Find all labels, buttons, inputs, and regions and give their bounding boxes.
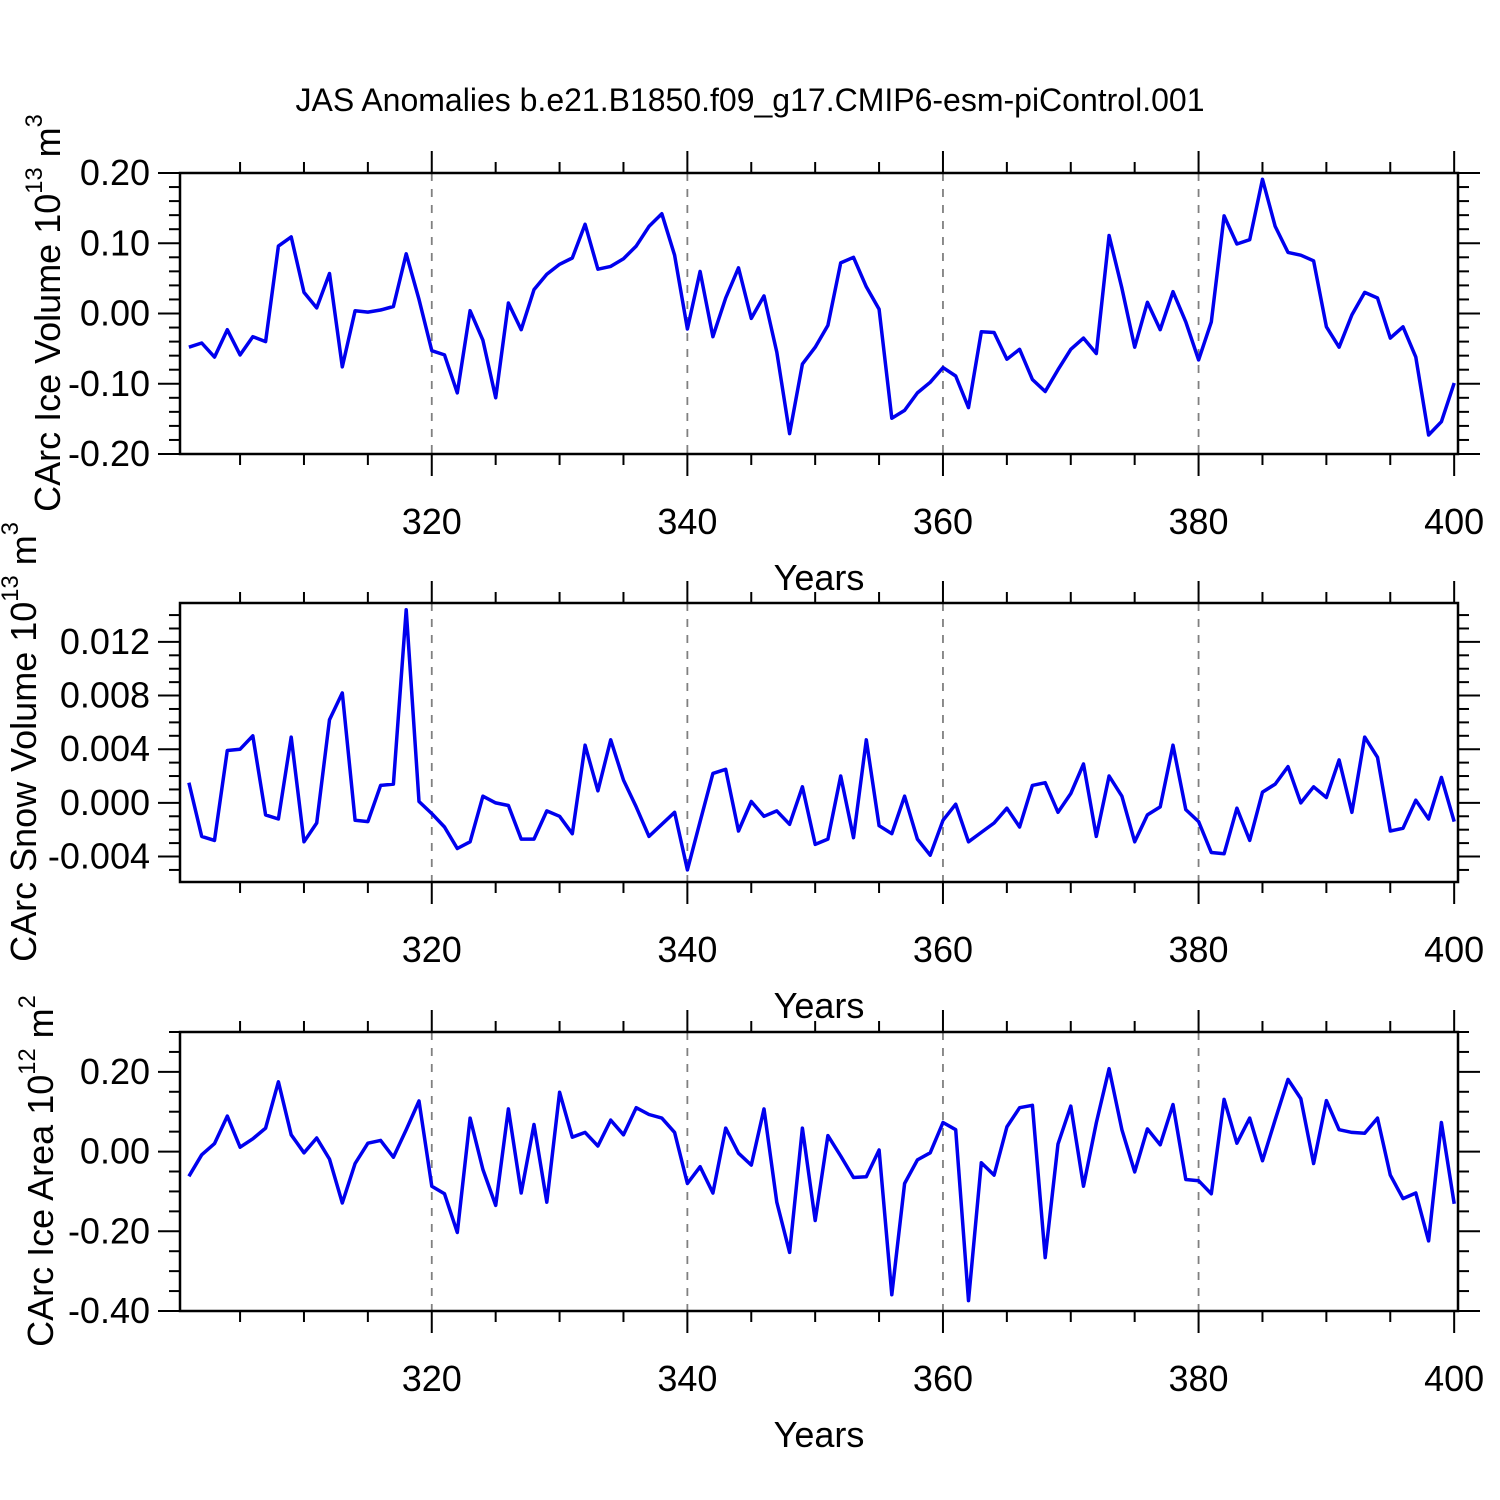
y-axis-title-unit-exponent: 3: [20, 114, 48, 128]
y-axis-title-unit: m: [27, 127, 68, 168]
axis-box: [178, 1030, 1460, 1313]
panel-ice-area: 320 340 360 380 400 0.20 0.00 -0.20 -0.40: [68, 1010, 1484, 1399]
x-tick-label: 360: [913, 501, 973, 542]
chart-title: JAS Anomalies b.e21.B1850.f09_g17.CMIP6-…: [295, 82, 1205, 118]
y-axis-title-ice-volume: CArc Ice Volume 1013 m3: [20, 114, 68, 512]
x-axis-title-panel-1: Years: [773, 557, 865, 598]
y-axis-title-exponent: 13: [20, 167, 48, 194]
y-axis-title-text: CArc Ice Area 10: [20, 1074, 61, 1347]
y-tick-label: -0.20: [68, 1210, 150, 1251]
y-tick-label: 0.000: [60, 782, 150, 823]
x-tick-label: 360: [913, 1358, 973, 1399]
y-tick-label: -0.004: [48, 836, 150, 877]
y-tick-label: 0.00: [80, 293, 150, 334]
axis-box: [178, 601, 1460, 884]
y-tick-label: -0.10: [68, 363, 150, 404]
y-tick-label: 0.20: [80, 1051, 150, 1092]
x-tick-label: 400: [1424, 501, 1484, 542]
y-tick-label: 0.008: [60, 675, 150, 716]
y-axis-title-unit-exponent: 3: [0, 522, 24, 535]
y-axis-title-snow-volume: CArc Snow Volume 1013 m3: [0, 522, 44, 962]
x-axis-title-panel-3: Years: [773, 1414, 865, 1455]
x-tick-label: 380: [1169, 1358, 1229, 1399]
series-line-ice-area: [187, 1066, 1456, 1303]
y-axis-title-unit-exponent: 2: [13, 995, 41, 1009]
y-axis-title-text: CArc Ice Volume 10: [27, 193, 68, 512]
axis-box: [178, 171, 1460, 456]
x-tick-label: 340: [657, 501, 717, 542]
x-tick-label: 400: [1424, 929, 1484, 970]
x-tick-label: 320: [402, 929, 462, 970]
y-tick-label: 0.004: [60, 728, 150, 769]
y-tick-label: 0.10: [80, 222, 150, 263]
y-tick-label: -0.40: [68, 1290, 150, 1331]
x-tick-label: 400: [1424, 1358, 1484, 1399]
y-axis-title-text: CArc Snow Volume 10: [3, 601, 44, 962]
y-axis-title-exponent: 12: [13, 1048, 41, 1075]
x-tick-label: 360: [913, 929, 973, 970]
y-tick-label: -0.20: [68, 433, 150, 474]
x-tick-label: 320: [402, 1358, 462, 1399]
panel-snow-volume: 320 340 360 380 400 0.012 0.008 0.004 0.000 -0.00…: [48, 581, 1484, 970]
x-tick-label: 380: [1169, 929, 1229, 970]
panel-ice-volume: 320 340 360 380 400 0.20 0.10 0.00 -0.10 -0.20: [68, 151, 1484, 542]
y-tick-label: 0.012: [60, 621, 150, 662]
y-axis-title-unit: m: [3, 535, 44, 576]
series-line-ice-volume: [188, 177, 1456, 437]
x-axis-title-panel-2: Years: [773, 985, 865, 1026]
x-tick-label: 340: [657, 929, 717, 970]
y-tick-label: 0.00: [80, 1131, 150, 1172]
x-tick-label: 320: [402, 501, 462, 542]
y-axis-title-exponent: 13: [0, 575, 24, 602]
x-tick-label: 340: [657, 1358, 717, 1399]
y-axis-title-unit: m: [20, 1008, 61, 1049]
y-axis-title-ice-area: CArc Ice Area 1012 m2: [13, 995, 61, 1347]
x-tick-label: 380: [1169, 501, 1229, 542]
y-tick-label: 0.20: [80, 152, 150, 193]
series-line-snow-volume: [187, 607, 1456, 872]
